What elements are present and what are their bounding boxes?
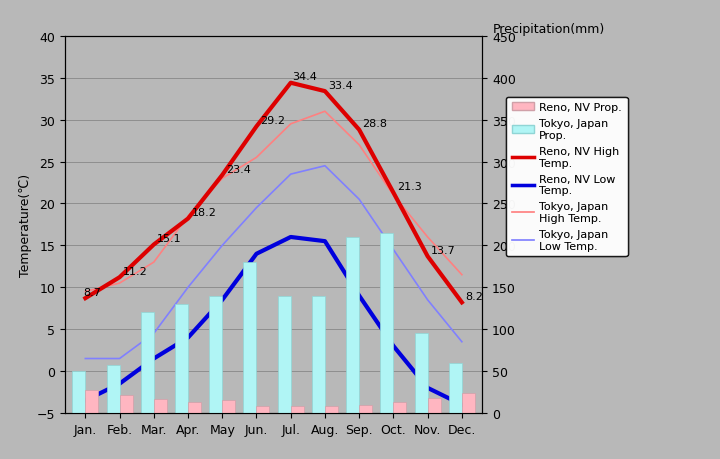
Text: 33.4: 33.4	[328, 81, 353, 90]
Text: 23.4: 23.4	[225, 164, 251, 174]
Bar	[154, 399, 167, 413]
Bar	[462, 393, 475, 413]
Bar	[380, 233, 393, 413]
Bar	[120, 395, 132, 413]
Bar	[175, 304, 188, 413]
Bar	[325, 406, 338, 413]
Bar	[359, 406, 372, 413]
Legend: Reno, NV Prop., Tokyo, Japan
Prop., Reno, NV High
Temp., Reno, NV Low
Temp., Tok: Reno, NV Prop., Tokyo, Japan Prop., Reno…	[506, 97, 628, 257]
Bar	[188, 402, 201, 413]
Bar	[141, 313, 154, 413]
Bar	[256, 406, 269, 413]
Text: 34.4: 34.4	[292, 72, 318, 82]
Bar	[312, 296, 325, 413]
Bar	[278, 296, 291, 413]
Text: 28.8: 28.8	[363, 119, 387, 129]
Text: 11.2: 11.2	[123, 266, 148, 276]
Bar	[210, 296, 222, 413]
Bar	[222, 401, 235, 413]
Bar	[86, 391, 99, 413]
Bar	[428, 398, 441, 413]
Bar	[346, 237, 359, 413]
Text: 8.2: 8.2	[465, 291, 483, 302]
Text: 18.2: 18.2	[192, 208, 216, 218]
Bar	[393, 402, 406, 413]
Bar	[291, 406, 304, 413]
Bar	[415, 334, 428, 413]
Bar	[107, 365, 120, 413]
Text: 29.2: 29.2	[260, 116, 285, 126]
Text: 15.1: 15.1	[157, 234, 182, 244]
Text: Precipitation(mm): Precipitation(mm)	[493, 23, 606, 36]
Text: 21.3: 21.3	[397, 182, 422, 192]
Bar	[243, 263, 256, 413]
Text: 8.7: 8.7	[84, 287, 102, 297]
Bar	[72, 371, 86, 413]
Text: 13.7: 13.7	[431, 246, 456, 255]
Y-axis label: Temperature(℃): Temperature(℃)	[19, 174, 32, 276]
Bar	[449, 363, 462, 413]
